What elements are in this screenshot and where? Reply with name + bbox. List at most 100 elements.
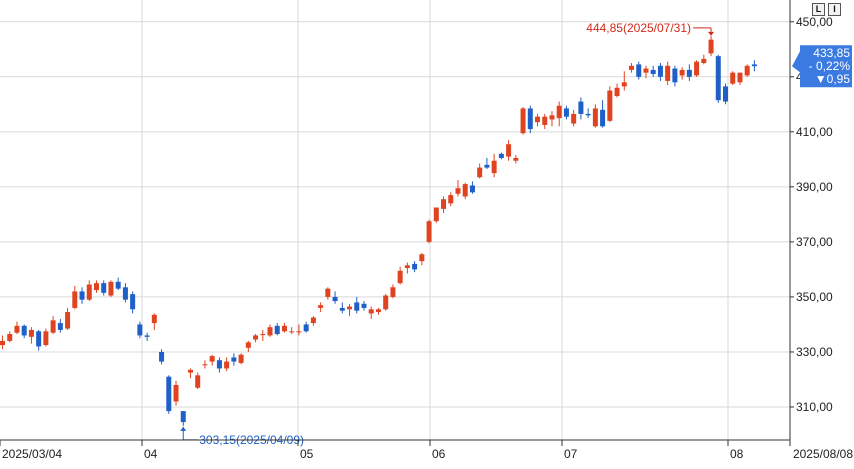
candle-body xyxy=(332,296,338,302)
candle-body xyxy=(433,207,439,222)
candle-body xyxy=(737,72,743,83)
candle-body xyxy=(607,90,613,121)
candle-body xyxy=(563,108,569,117)
candle-body xyxy=(556,105,562,119)
candle-body xyxy=(549,115,555,120)
low-arrowhead xyxy=(180,426,187,431)
x-tick-label: 05 xyxy=(300,447,314,461)
x-tick-label: 2025/08/08 xyxy=(793,447,853,461)
candle-body xyxy=(462,184,468,197)
candle-body xyxy=(72,291,78,308)
y-tick-label: 350,00 xyxy=(796,290,833,304)
candle-body xyxy=(730,72,736,84)
candle-body xyxy=(245,342,251,348)
candle-body xyxy=(43,331,49,346)
candle-body xyxy=(36,331,42,347)
high-annotation-label: 444,85(2025/07/31) xyxy=(586,21,691,35)
candle-body xyxy=(130,294,136,310)
log-scale-button[interactable]: L xyxy=(812,3,825,16)
candle-body xyxy=(542,116,548,125)
candle-body xyxy=(303,324,309,332)
candle-body xyxy=(397,270,403,284)
x-tick-label: 08 xyxy=(730,447,744,461)
candle-body xyxy=(339,307,345,311)
candle-body xyxy=(65,312,71,329)
candle-body xyxy=(375,309,381,313)
candle-body xyxy=(686,69,692,77)
candle-body xyxy=(498,153,504,158)
candle-body xyxy=(122,287,128,300)
candle-body xyxy=(701,58,707,64)
candle-body xyxy=(289,331,295,333)
y-axis: 450,00430,00410,00390,00370,00350,00330,… xyxy=(789,0,833,440)
candle-body xyxy=(571,113,577,124)
y-tick-label: 330,00 xyxy=(796,345,833,359)
candle-body xyxy=(506,144,512,157)
candle-body xyxy=(108,281,114,296)
candle-body xyxy=(527,108,533,130)
candle-body xyxy=(578,101,584,114)
candle-body xyxy=(621,82,627,87)
candle-body xyxy=(57,323,63,330)
candle-body xyxy=(173,384,179,402)
candle-body xyxy=(267,327,273,336)
candle-body xyxy=(650,69,656,75)
candle-body xyxy=(209,356,215,362)
candle-body xyxy=(419,254,425,262)
candle-body xyxy=(21,325,27,336)
change-amount: ▼0,95 xyxy=(815,72,851,86)
candle-body xyxy=(195,375,201,388)
candle-body xyxy=(86,284,92,300)
candle-body xyxy=(260,334,266,336)
candle-body xyxy=(694,61,700,76)
candle-body xyxy=(441,199,447,209)
candle-body xyxy=(310,317,316,324)
info-button[interactable]: I xyxy=(828,3,841,16)
candle-body xyxy=(665,65,671,81)
candle-body xyxy=(14,325,20,333)
candle-body xyxy=(28,329,34,337)
candle-body xyxy=(354,302,360,311)
candle-body xyxy=(383,295,389,310)
high-arrowhead xyxy=(708,31,715,36)
candle-body xyxy=(614,87,620,97)
candle-series xyxy=(0,35,757,426)
candle-body xyxy=(347,306,353,310)
x-tick-label: 07 xyxy=(564,447,578,461)
candle-body xyxy=(643,68,649,73)
candle-body xyxy=(318,305,324,308)
candle-body xyxy=(361,303,367,308)
candle-body xyxy=(513,157,519,161)
candle-body xyxy=(368,309,374,314)
candle-body xyxy=(708,39,714,54)
candle-body xyxy=(404,265,410,269)
candle-body xyxy=(115,281,121,289)
candle-body xyxy=(751,64,757,67)
candle-body xyxy=(238,354,244,363)
candle-body xyxy=(585,113,591,116)
candle-body xyxy=(224,361,230,369)
candle-body xyxy=(187,369,193,373)
candle-body xyxy=(484,164,490,168)
x-tick-label: 06 xyxy=(432,447,446,461)
candle-body xyxy=(101,283,107,293)
candle-body xyxy=(723,86,728,102)
candle-body xyxy=(274,325,280,335)
x-axis: 2025/03/04 04 05 06 07 08 2025/08/08 xyxy=(0,439,853,461)
candle-body xyxy=(93,283,99,291)
candle-body xyxy=(253,335,259,340)
current-price-tag: 433,85- 0,22%▼0,95 xyxy=(792,45,852,88)
candle-body xyxy=(592,108,598,127)
candle-body xyxy=(281,325,287,332)
candle-body xyxy=(657,65,663,77)
candle-body xyxy=(636,64,642,77)
price-tag-box xyxy=(792,45,852,88)
candle-body xyxy=(202,364,208,366)
change-percent: - 0,22% xyxy=(809,59,851,73)
plot-background xyxy=(0,0,790,440)
candle-body xyxy=(137,324,143,336)
candle-body xyxy=(426,221,432,242)
candle-body xyxy=(477,167,483,178)
candle-body xyxy=(390,287,396,297)
x-tick-label: 2025/03/04 xyxy=(2,447,62,461)
